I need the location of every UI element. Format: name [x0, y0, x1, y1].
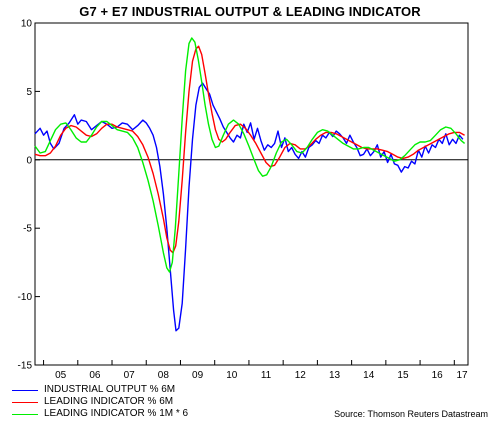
source-note: Source: Thomson Reuters Datastream	[334, 409, 488, 419]
legend-swatch	[12, 402, 38, 403]
x-tick-label: 16	[432, 370, 444, 381]
y-tick-label: 0	[26, 155, 32, 166]
legend-label: LEADING INDICATOR % 1M * 6	[44, 408, 189, 419]
legend: INDUSTRIAL OUTPUT % 6M LEADING INDICATOR …	[10, 384, 370, 420]
x-tick-label: 10	[226, 370, 238, 381]
y-tick-label: -5	[23, 224, 32, 235]
legend-swatch	[12, 390, 38, 391]
x-tick-label: 06	[89, 370, 101, 381]
series-line-leading-indicator-1m-6	[34, 37, 466, 273]
y-tick-label: -10	[18, 292, 33, 303]
x-tick-label: 15	[397, 370, 409, 381]
x-tick-label: 12	[295, 370, 307, 381]
plot-frame	[34, 22, 469, 366]
x-tick-label: 05	[55, 370, 67, 381]
legend-label: INDUSTRIAL OUTPUT % 6M	[44, 384, 176, 395]
x-tick-label: 08	[158, 370, 170, 381]
legend-label: LEADING INDICATOR % 6M	[44, 396, 174, 407]
x-tick-label: 07	[124, 370, 136, 381]
chart-title: G7 + E7 INDUSTRIAL OUTPUT & LEADING INDI…	[79, 4, 421, 19]
y-tick-label: 10	[21, 19, 33, 30]
series-line-industrial-output-6m	[34, 82, 464, 332]
series-line-leading-indicator-6m	[34, 45, 465, 254]
x-tick-label: 13	[329, 370, 341, 381]
legend-swatch	[12, 414, 38, 415]
legend-item: INDUSTRIAL OUTPUT % 6M	[10, 384, 370, 396]
legend-item: LEADING INDICATOR % 6M	[10, 396, 370, 408]
x-tick-label: 17	[456, 370, 468, 381]
x-tick-label: 09	[192, 370, 204, 381]
series-lines	[34, 37, 466, 332]
legend-item: LEADING INDICATOR % 1M * 6	[10, 408, 370, 420]
x-tick-label: 14	[363, 370, 375, 381]
axes: 10 5 0 -5 -10 -15 05 06 07 08 09 10 11 12 13 14 15 16 17	[18, 19, 469, 381]
x-tick-label: 11	[261, 370, 272, 381]
y-tick-label: 5	[26, 87, 32, 98]
y-tick-label: -15	[18, 361, 33, 372]
